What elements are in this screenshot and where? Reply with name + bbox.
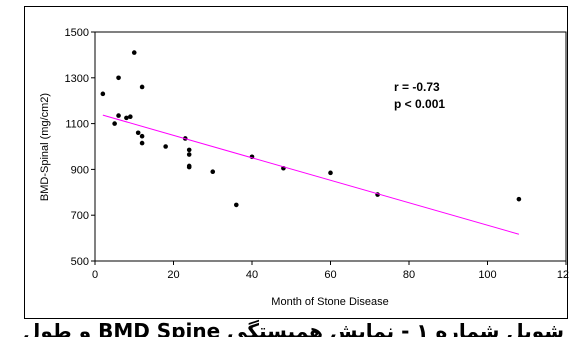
x-tick-label: 80 [403,269,415,281]
data-point [139,84,145,90]
data-point [516,196,522,202]
y-tick-label: 900 [71,164,89,176]
data-point [234,202,239,208]
data-point [100,91,106,97]
data-point [131,50,137,55]
y-tick-label: 500 [71,256,89,268]
x-tick-label: 120 [557,269,569,281]
x-axis-label: Month of Stone Disease [271,296,388,308]
data-point [139,133,145,139]
annotation-r: r = -0.73 [394,80,440,94]
y-tick-label: 1100 [65,119,89,131]
data-point [112,121,117,126]
chart-frame: 500 700 900 1100 1300 1500 0 20 40 60 80 100 120 r … [24,6,569,319]
data-point [116,113,121,118]
x-tick-label: 0 [92,269,98,281]
data-point [135,130,141,136]
x-tick-label: 100 [478,269,496,281]
data-point [139,140,145,146]
x-tick-label: 20 [167,269,179,281]
trendline [102,114,520,235]
y-tick-label: 1300 [65,73,89,85]
plot-area [94,31,567,262]
y-tick-label: 700 [71,210,89,222]
caption-text: شوبل شماره ١ - نمایش همبستگی BMD Spine و… [23,319,564,337]
data-point [186,147,192,153]
y-axis-label: BMD-Spinal (mg/cm2) [39,93,51,201]
data-point [328,170,333,176]
x-axis: 0 20 40 60 80 100 120 [92,261,569,281]
data-point [116,75,121,81]
data-point [124,115,129,121]
y-tick-label: 1500 [65,27,89,39]
data-point [186,152,192,157]
scatter-chart: 500 700 900 1100 1300 1500 0 20 40 60 80 100 120 r … [39,27,569,308]
x-tick-label: 60 [324,269,336,281]
data-point [186,164,192,170]
y-axis: 500 700 900 1100 1300 1500 [65,27,95,268]
annotation-p: p < 0.001 [394,97,445,111]
data-point [210,169,216,174]
data-point [163,144,168,149]
figure-caption: شوبل شماره ١ - نمایش همبستگی BMD Spine و… [0,318,587,337]
data-point [128,114,133,120]
x-tick-label: 40 [246,269,258,281]
